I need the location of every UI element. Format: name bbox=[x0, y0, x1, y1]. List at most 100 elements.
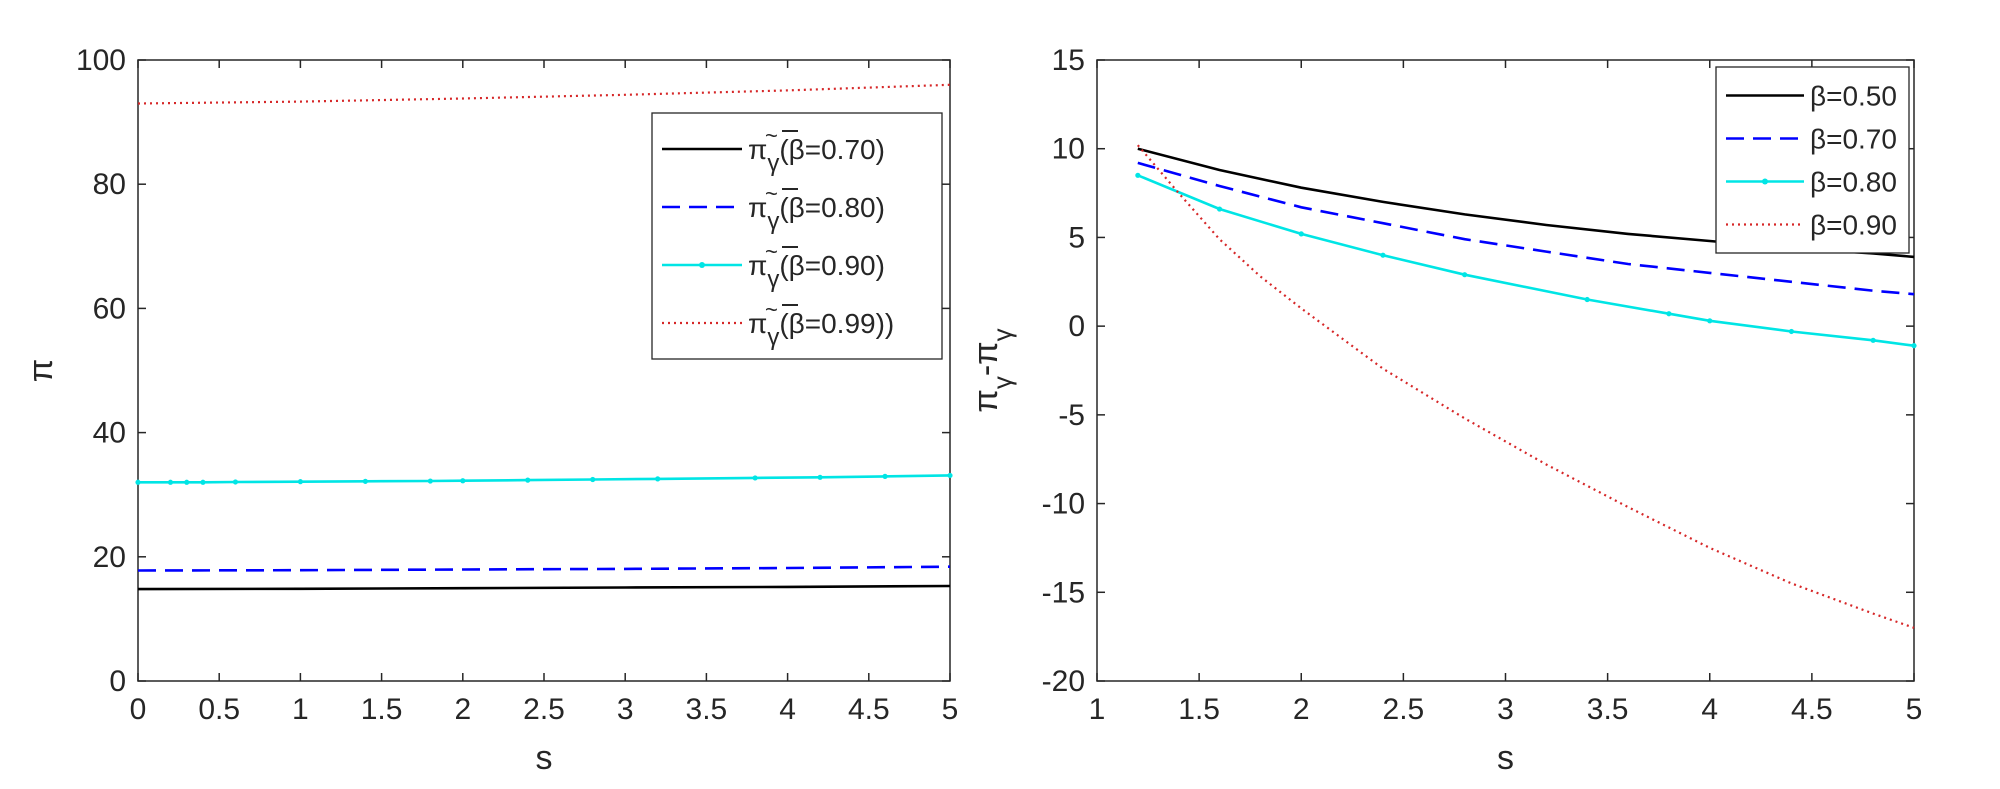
data-point bbox=[752, 475, 758, 481]
legend-text-part: π bbox=[748, 250, 767, 281]
data-point bbox=[167, 479, 174, 485]
y-tick-label: 80 bbox=[93, 168, 126, 201]
data-point bbox=[297, 479, 303, 485]
data-point bbox=[1298, 231, 1304, 237]
legend: πγ(β=0.70)~πγ(β=0.80)~πγ(β=0.90)~πγ(β=0.… bbox=[651, 112, 943, 360]
y-tick-label: 0 bbox=[1068, 310, 1085, 343]
y-tick-label: 60 bbox=[93, 292, 126, 325]
data-point bbox=[1911, 343, 1917, 349]
y-axis-label: πγ-πγ bbox=[967, 328, 1017, 412]
y-tick-label: -20 bbox=[1042, 665, 1085, 698]
data-point bbox=[1135, 172, 1141, 178]
series-3 bbox=[1135, 172, 1917, 349]
y-tick-label: -15 bbox=[1042, 576, 1085, 609]
legend-text-part: (β=0.70) bbox=[779, 134, 885, 165]
legend-entry-label: β=0.50 bbox=[1810, 81, 1897, 112]
y-tick-label: 20 bbox=[93, 541, 126, 574]
legend-text-part: γ bbox=[767, 266, 779, 293]
data-point bbox=[1380, 252, 1386, 258]
x-tick-label: 4.5 bbox=[848, 693, 890, 726]
x-axis-label: s bbox=[536, 739, 553, 777]
x-tick-label: 2.5 bbox=[523, 693, 565, 726]
tilde-accent: ~ bbox=[765, 123, 778, 148]
x-tick-label: 1.5 bbox=[361, 693, 403, 726]
data-point bbox=[184, 479, 190, 485]
legend-marker bbox=[699, 262, 705, 268]
x-tick-label: 5 bbox=[942, 693, 959, 726]
y-axis-label-part: π bbox=[967, 389, 1005, 412]
series-2 bbox=[137, 565, 951, 572]
legend-text-part: π bbox=[748, 308, 767, 339]
x-tick-label: 1 bbox=[1089, 693, 1106, 726]
series-2 bbox=[1137, 161, 1915, 296]
x-tick-label: 4 bbox=[1701, 693, 1718, 726]
legend-entry-label: β=0.80 bbox=[1810, 167, 1897, 198]
x-tick-label: 3.5 bbox=[1587, 693, 1629, 726]
x-tick-label: 1.5 bbox=[1178, 693, 1220, 726]
data-point bbox=[1870, 337, 1876, 343]
legend-entry-label: πγ(β=0.80) bbox=[748, 192, 885, 235]
x-tick-label: 0 bbox=[130, 693, 147, 726]
x-tick-label: 2 bbox=[454, 693, 471, 726]
x-tick-label: 0.5 bbox=[198, 693, 240, 726]
x-tick-label: 4 bbox=[779, 693, 796, 726]
x-tick-label: 3.5 bbox=[686, 693, 728, 726]
x-tick-label: 4.5 bbox=[1791, 693, 1833, 726]
data-point bbox=[427, 478, 433, 484]
y-tick-label: 40 bbox=[93, 417, 126, 450]
x-tick-label: 3 bbox=[617, 693, 634, 726]
series-line bbox=[137, 83, 951, 105]
data-point bbox=[590, 476, 596, 483]
legend-entry-label: β=0.90 bbox=[1810, 210, 1897, 241]
x-tick-label: 2 bbox=[1293, 693, 1310, 726]
x-axis-label: s bbox=[1497, 739, 1514, 777]
legend-entry-label: πγ(β=0.90) bbox=[748, 250, 885, 293]
data-point bbox=[1707, 318, 1713, 324]
legend-entry-label: πγ(β=0.70) bbox=[748, 134, 885, 177]
x-tick-label: 3 bbox=[1497, 693, 1514, 726]
legend-text-part: (β=0.99)) bbox=[779, 308, 894, 339]
series-line bbox=[137, 584, 951, 591]
data-point bbox=[1584, 296, 1590, 303]
series-line bbox=[138, 474, 951, 484]
data-point bbox=[817, 474, 823, 480]
data-point bbox=[1788, 328, 1795, 335]
legend-text-part: γ bbox=[767, 150, 779, 177]
y-tick-label: 5 bbox=[1068, 221, 1085, 254]
legend-box bbox=[651, 112, 943, 360]
tilde-accent: ~ bbox=[765, 181, 778, 206]
y-axis-label: π bbox=[22, 359, 60, 382]
legend-text-part: (β=0.80) bbox=[779, 192, 885, 223]
legend-box bbox=[1715, 66, 1910, 254]
series-line bbox=[1137, 161, 1915, 296]
y-tick-label: 100 bbox=[76, 44, 126, 77]
x-tick-label: 1 bbox=[292, 693, 309, 726]
y-tick-label: 10 bbox=[1052, 133, 1085, 166]
data-point bbox=[1216, 206, 1223, 212]
tilde-accent: ~ bbox=[765, 297, 778, 322]
chart-1: 0 0.5 1 1.5 2 2.5 3 3.5 4 4.5 5020406080100sππγ(β=… bbox=[22, 44, 958, 777]
legend-text-part: γ bbox=[767, 324, 779, 351]
series-4 bbox=[137, 83, 951, 105]
legend-marker bbox=[1762, 178, 1768, 185]
series-1 bbox=[137, 584, 951, 591]
legend-entry-label: πγ(β=0.99)) bbox=[748, 308, 894, 351]
data-point bbox=[882, 473, 888, 479]
data-point bbox=[1462, 272, 1468, 278]
y-tick-label: 0 bbox=[109, 665, 126, 698]
y-axis-label-part: γ bbox=[987, 376, 1017, 389]
y-axis-label-part: -π bbox=[967, 341, 1005, 376]
legend: β=0.50 β=0.70 β=0.80 β=0.90 bbox=[1715, 66, 1910, 254]
series-line bbox=[137, 565, 951, 572]
legend-text-part: (β=0.90) bbox=[779, 250, 885, 281]
y-tick-label: -10 bbox=[1042, 488, 1085, 521]
data-point bbox=[232, 479, 239, 485]
legend-text-part: π bbox=[748, 192, 767, 223]
legend-text-part: γ bbox=[767, 208, 779, 235]
y-tick-label: -5 bbox=[1058, 399, 1085, 432]
data-point bbox=[947, 472, 953, 479]
y-tick-label: 15 bbox=[1052, 44, 1085, 77]
y-axis-label-part: γ bbox=[987, 328, 1017, 341]
data-point bbox=[1666, 311, 1672, 317]
